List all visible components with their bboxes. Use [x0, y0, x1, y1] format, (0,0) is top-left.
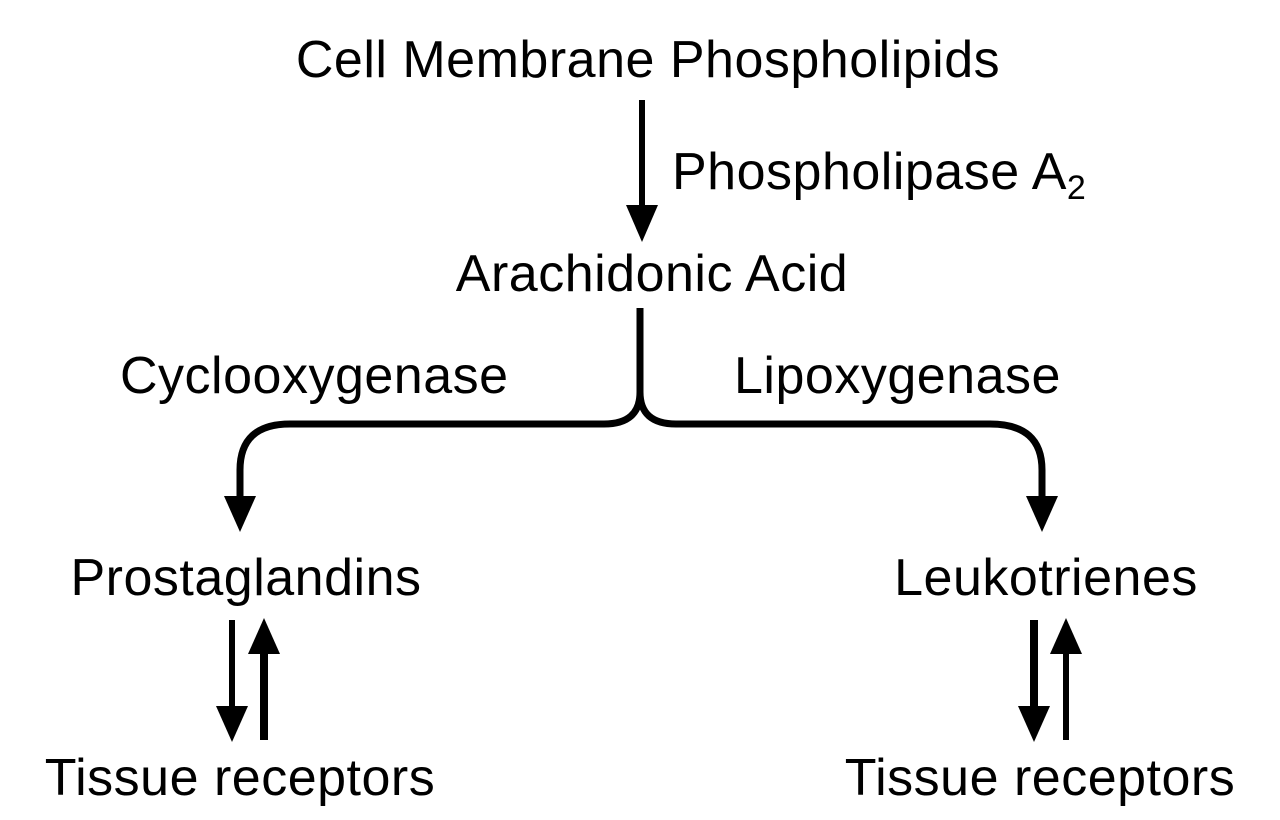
node-tissue-receptors-right: Tissue receptors [844, 749, 1236, 807]
node-prostaglandins: Prostaglandins [70, 549, 422, 607]
arrow-to-leukotrienes [1026, 496, 1058, 532]
node-tissue-receptors-left: Tissue receptors [44, 749, 436, 807]
enzyme-phospholipase-label: Phospholipase A [672, 143, 1067, 201]
enzyme-phospholipase: Phospholipase A2 [672, 142, 1086, 205]
arrows-leukotrienes-tissue [1018, 618, 1082, 742]
arrows-prostaglandins-tissue [216, 618, 280, 742]
node-cell-membrane-phospholipids: Cell Membrane Phospholipids [295, 31, 1001, 89]
enzyme-phospholipase-subscript: 2 [1066, 169, 1087, 207]
enzyme-lipoxygenase: Lipoxygenase [734, 347, 1061, 405]
node-arachidonic-acid: Arachidonic Acid [455, 245, 849, 303]
branch-connector [236, 308, 1046, 500]
arrow-to-prostaglandins [224, 496, 256, 532]
arrow-membrane-to-arachidonic [626, 100, 658, 242]
enzyme-cyclooxygenase: Cyclooxygenase [120, 347, 509, 405]
node-leukotrienes: Leukotrienes [894, 549, 1198, 607]
